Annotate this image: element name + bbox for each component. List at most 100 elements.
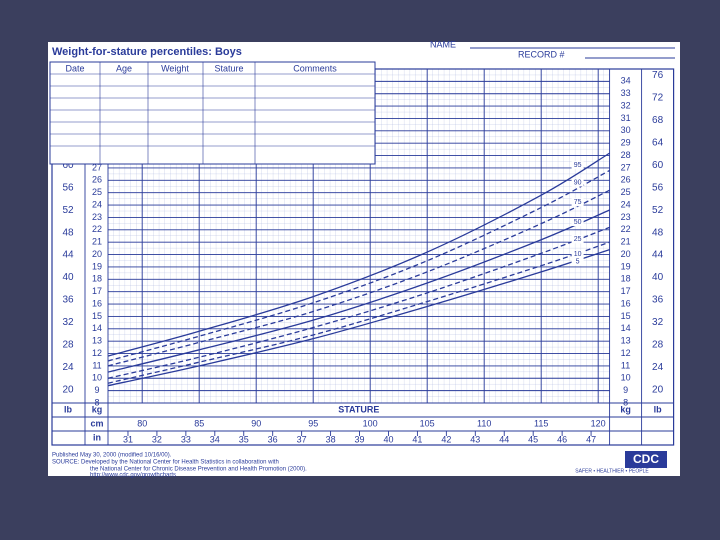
y-tick-label: 16 <box>92 298 102 308</box>
y-tick-label: 26 <box>621 175 631 185</box>
record-label: RECORD # <box>518 49 565 59</box>
table-lines <box>50 62 375 164</box>
y2-tick-label: 36 <box>652 295 664 306</box>
y-tick-label: 9 <box>94 385 99 395</box>
curve-label: 95 <box>574 162 582 169</box>
x2-tick-label: 37 <box>297 434 307 444</box>
y2-tick-label: 76 <box>652 70 664 81</box>
y2-tick-label: 72 <box>652 93 664 104</box>
unit-label: lb <box>64 404 73 414</box>
y2-tick-label: 20 <box>652 384 664 395</box>
y2-tick-label: 56 <box>652 182 664 193</box>
y2-tick-label: 32 <box>652 317 664 328</box>
y-tick-label: 31 <box>621 113 631 123</box>
y2-tick-label: 52 <box>652 205 664 216</box>
y-tick-label: 30 <box>621 125 631 135</box>
y2-tick-label: 60 <box>652 160 664 171</box>
x-tick-label: 110 <box>477 418 491 428</box>
unit-label: kg <box>620 404 631 414</box>
x-tick-label: 100 <box>363 418 378 428</box>
y-tick-label: 20 <box>92 249 102 259</box>
footer-text: http://www.cdc.gov/growthcharts <box>90 473 176 479</box>
table-header: Stature <box>214 63 243 73</box>
y-tick-label: 15 <box>621 311 631 321</box>
y-tick-label: 18 <box>92 274 102 284</box>
x2-tick-label: 41 <box>412 434 422 444</box>
y-tick-label: 33 <box>621 88 631 98</box>
x2-tick-label: 47 <box>586 434 596 444</box>
y2-tick-label: 48 <box>62 227 74 238</box>
percentile-curve <box>107 152 610 357</box>
curve-label: 90 <box>574 179 582 186</box>
y-tick-label: 11 <box>92 360 101 370</box>
unit-label: cm <box>90 418 103 428</box>
y-tick-label: 23 <box>92 212 102 222</box>
x2-tick-label: 36 <box>268 434 278 444</box>
x2-tick-label: 31 <box>123 434 133 444</box>
y2-tick-label: 44 <box>652 250 664 261</box>
curve-label: 75 <box>574 199 582 206</box>
y-tick-label: 16 <box>621 298 631 308</box>
table-header: Weight <box>161 63 189 73</box>
curve-label-bg <box>571 257 584 266</box>
footer-text: the National Center for Chronic Disease … <box>90 467 307 473</box>
record-table <box>49 61 376 165</box>
y2-tick-label: 40 <box>62 272 74 283</box>
y-tick-label: 25 <box>621 187 631 197</box>
percentile-curve <box>107 248 610 387</box>
y2-tick-label: 48 <box>652 227 664 238</box>
y-tick-label: 29 <box>621 138 631 148</box>
y-tick-label: 34 <box>621 76 631 86</box>
y-tick-label: 15 <box>92 311 102 321</box>
chart-title: Weight-for-stature percentiles: Boys <box>52 46 242 58</box>
y2-tick-label: 32 <box>62 317 74 328</box>
curve-label-bg <box>571 235 584 244</box>
x-tick-label: 105 <box>420 418 435 428</box>
curve-label: 5 <box>576 258 580 265</box>
y2-tick-label: 68 <box>652 115 664 126</box>
y2-tick-label: 36 <box>62 295 74 306</box>
curve-label-bg <box>571 218 584 227</box>
y2-tick-label: 24 <box>652 362 664 373</box>
unit-label: lb <box>654 404 663 414</box>
y2-tick-label: 24 <box>62 362 74 373</box>
slogan: SAFER • HEALTHIER • PEOPLE <box>575 468 649 474</box>
curve-label: 50 <box>574 219 582 226</box>
y2-tick-label: 44 <box>62 250 74 261</box>
x2-tick-label: 40 <box>383 434 393 444</box>
percentile-curve <box>107 226 610 379</box>
y2-tick-label: 64 <box>652 137 664 148</box>
y2-tick-label: 52 <box>62 205 74 216</box>
curve-label: 10 <box>574 251 582 258</box>
y-tick-label: 13 <box>92 336 102 346</box>
x2-tick-label: 44 <box>499 434 509 444</box>
y-tick-label: 22 <box>621 224 631 234</box>
curve-label-bg <box>571 250 584 259</box>
y-tick-label: 10 <box>621 373 631 383</box>
y-tick-label: 25 <box>92 187 102 197</box>
x-tick-label: 115 <box>534 418 548 428</box>
y-tick-label: 27 <box>621 162 631 172</box>
y2-tick-label: 28 <box>652 340 664 351</box>
y2-tick-label: 56 <box>62 182 74 193</box>
x-tick-label: 85 <box>194 418 204 428</box>
x2-tick-label: 39 <box>355 434 365 444</box>
logo: CDC <box>633 452 659 466</box>
y-tick-label: 8 <box>623 397 628 407</box>
x-tick-label: 80 <box>137 418 147 428</box>
y-tick-label: 19 <box>621 261 631 271</box>
y2-tick-label: 20 <box>62 384 74 395</box>
y-tick-label: 23 <box>621 212 631 222</box>
y-tick-label: 21 <box>621 237 631 247</box>
y-tick-label: 22 <box>92 224 102 234</box>
curve-label-bg <box>571 178 584 187</box>
y-tick-label: 14 <box>621 323 631 333</box>
y-tick-label: 27 <box>92 162 102 172</box>
x-tick-label: 95 <box>308 418 318 428</box>
percentile-curve <box>107 241 610 384</box>
x2-tick-label: 43 <box>470 434 480 444</box>
y-tick-label: 24 <box>92 199 102 209</box>
x-tick-label: 90 <box>251 418 261 428</box>
table-header: Age <box>116 63 132 73</box>
